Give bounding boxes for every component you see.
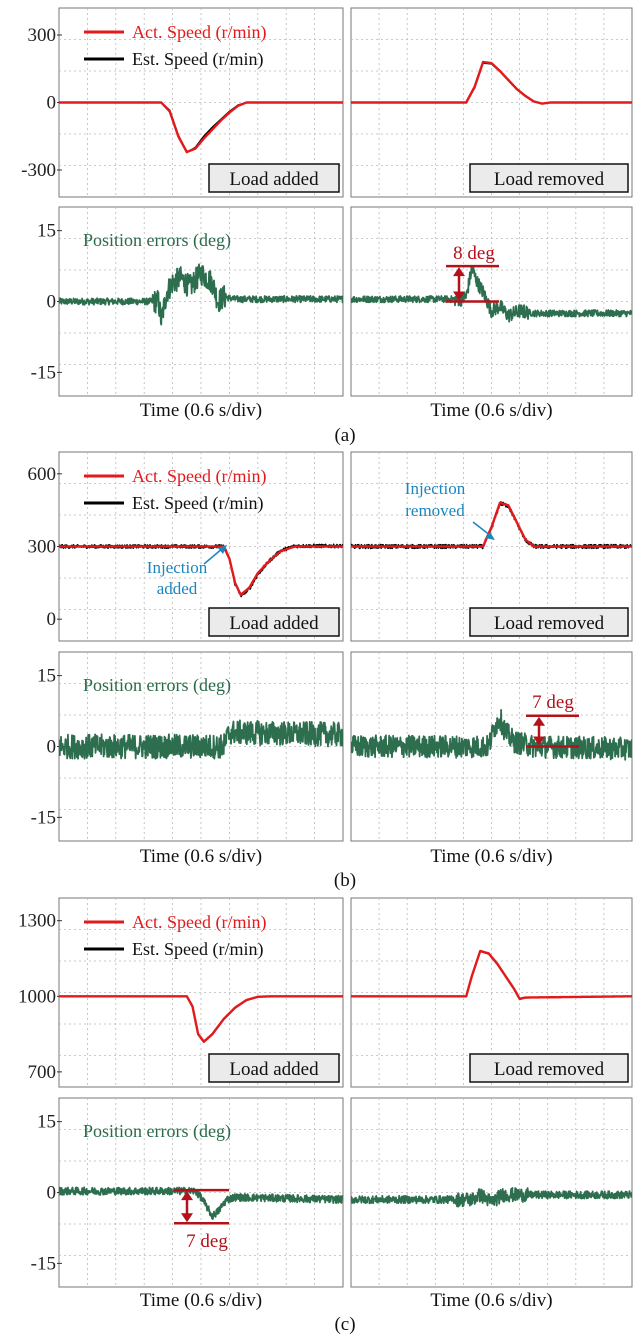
position-error-line [59,719,343,760]
figure-panel-label: (a) [334,425,355,446]
y-tick-label: 15 [37,666,56,687]
act-speed-line [351,60,632,105]
status-box [208,163,340,193]
legend-label-act: Act. Speed (r/min) [132,912,266,933]
status-box [469,1053,629,1083]
annotation-label: 7 deg [532,692,574,713]
x-axis-label: Time (0.6 s/div) [430,400,552,421]
y-tick-label: -300 [21,160,56,181]
status-label: Load removed [494,169,605,190]
chart-panel: Load removed Injection removed [350,451,633,642]
position-error-line [351,1187,632,1208]
annotation-arrowhead-bottom [453,291,465,301]
x-axis-label: Time (0.6 s/div) [140,1290,262,1311]
y-tick-label: 700 [28,1062,57,1083]
figure-panel-label: (b) [334,870,356,891]
chart-panel: 1300 1000 700 Act. Speed (r/min) Est. Speed … [18,897,344,1088]
legend-label-est: Est. Speed (r/min) [132,49,263,70]
chart-panel: 15 0 -15 Position errors (deg) Time (0.6 s/d… [31,206,344,421]
status-box [208,1053,340,1083]
status-label: Load added [229,613,319,634]
y-tick-label: 0 [47,292,57,313]
y-tick-label: 15 [37,221,56,242]
injection-removed-label-2: removed [405,501,465,520]
act-speed-line [351,949,632,1000]
chart-panel: Time (0.6 s/div) [350,1097,633,1311]
y-tick-label: 15 [37,1112,56,1133]
annotation-arrowhead-top [181,1191,193,1201]
position-errors-title: Position errors (deg) [83,675,231,696]
injection-arrowhead [485,532,495,540]
legend-label-est: Est. Speed (r/min) [132,939,263,960]
chart-panel: Time (0.6 s/div) 7 deg [350,651,633,867]
y-tick-label: 300 [28,25,57,46]
act-speed-line [59,101,343,154]
injection-added-label-2: added [157,579,198,598]
y-tick-label: 0 [47,609,57,630]
chart-panel: 300 0 -300 Act. Speed (r/min) Est. Speed (r/… [21,7,344,198]
position-errors-title: Position errors (deg) [83,1121,231,1142]
y-tick-label: 1300 [18,911,56,932]
chart-panel: 15 0 -15 Position errors (deg) Time (0.6 s/d… [31,651,344,867]
status-box [469,607,629,637]
status-label: Load removed [494,1059,605,1080]
position-error-line [59,1186,343,1220]
annotation-label: 8 deg [453,243,495,264]
annotation-label: 7 deg [186,1231,228,1252]
chart-panel: 600 300 0 Act. Speed (r/min) Est. Speed (r/m… [28,451,344,642]
status-label: Load added [229,169,319,190]
y-tick-label: -15 [31,362,56,383]
position-error-line [351,709,632,761]
x-axis-label: Time (0.6 s/div) [140,846,262,867]
y-tick-label: 0 [47,1183,57,1204]
injection-arrowhead [218,545,227,554]
y-tick-label: 1000 [18,986,56,1007]
y-tick-label: -15 [31,807,56,828]
x-axis-label: Time (0.6 s/div) [430,846,552,867]
act-speed-line [59,545,343,597]
status-box [208,607,340,637]
y-tick-label: 300 [28,537,57,558]
position-error-line [59,263,343,326]
x-axis-label: Time (0.6 s/div) [140,400,262,421]
status-label: Load removed [494,613,605,634]
position-error-line [351,265,632,323]
x-axis-label: Time (0.6 s/div) [430,1290,552,1311]
injection-arrow [472,521,492,537]
injection-removed-label: Injection [405,479,466,498]
act-speed-line [59,995,343,1043]
legend-label-est: Est. Speed (r/min) [132,493,263,514]
injection-arrow [203,547,224,565]
y-tick-label: 0 [47,737,57,758]
legend-label-act: Act. Speed (r/min) [132,22,266,43]
act-speed-line [351,501,632,548]
chart-panel: 15 0 -15 Position errors (deg) Time (0.6 s/d… [31,1097,344,1311]
chart-panel: Load removed [350,897,633,1088]
y-tick-label: 600 [28,464,57,485]
annotation-arrowhead-top [453,267,465,277]
status-box [469,163,629,193]
injection-added-label: Injection [147,558,208,577]
y-tick-label: -15 [31,1253,56,1274]
chart-panel: Load removed [350,7,633,198]
annotation-arrowhead-bottom [181,1213,193,1223]
y-tick-label: 0 [47,93,57,114]
annotation-arrowhead-bottom [533,736,545,746]
status-label: Load added [229,1059,319,1080]
annotation-arrowhead-top [533,716,545,726]
position-errors-title: Position errors (deg) [83,230,231,251]
chart-panel: Time (0.6 s/div) 8 deg [350,206,633,421]
figure-panel-label: (c) [334,1314,355,1335]
legend-label-act: Act. Speed (r/min) [132,466,266,487]
